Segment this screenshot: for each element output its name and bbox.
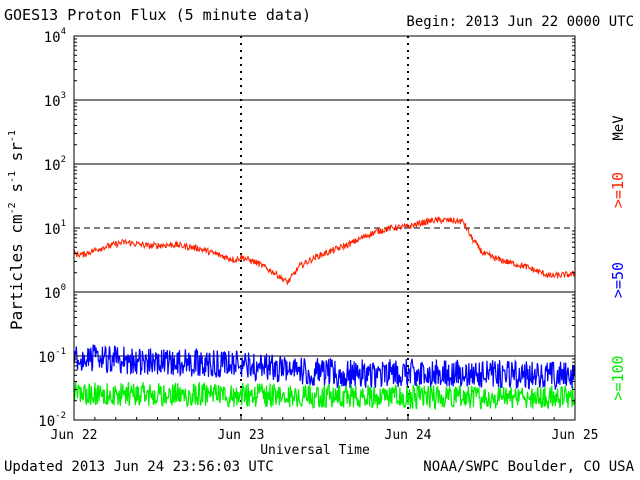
x-tick-label: Jun 25 [552,428,599,443]
chart-title: GOES13 Proton Flux (5 minute data) [4,6,312,24]
axis-layer: 10-2 10-1 100 101 102 103 104 Jun 22 Jun 23 Jun 2… [38,27,598,443]
x-axis-label: Universal Time [260,443,370,458]
x-tick-label: Jun 24 [385,428,432,443]
begin-time: Begin: 2013 Jun 22 0000 UTC [406,14,634,30]
updated-timestamp: Updated 2013 Jun 24 23:56:03 UTC [4,459,274,475]
ge50-label: >=50 [609,262,627,298]
series-layer [73,216,576,411]
credit-text: NOAA/SWPC Boulder, CO USA [423,459,634,475]
series-line-1 [73,344,576,390]
y-axis-label: Particles cm-2 s-1 sr-1 [7,130,26,330]
series-line-2 [73,381,576,411]
x-tick-label: Jun 23 [218,428,265,443]
series-line-0 [73,216,576,285]
label-layer: Universal Time Particles cm-2 s-1 sr-1 M… [7,115,627,458]
y-tick-label: 100 [44,283,66,302]
y-tick-label: 10-2 [38,411,66,430]
y-tick-label: 10-1 [38,347,66,366]
x-tick-label: Jun 22 [51,428,98,443]
y-tick-label: 101 [44,219,66,238]
ge10-label: >=10 [609,172,627,208]
mev-label: MeV [611,115,627,141]
grid-layer [74,36,575,420]
y-tick-label: 102 [44,155,66,174]
y-tick-label: 103 [44,91,66,110]
y-tick-label: 104 [44,27,66,46]
ge100-label: >=100 [609,355,627,400]
